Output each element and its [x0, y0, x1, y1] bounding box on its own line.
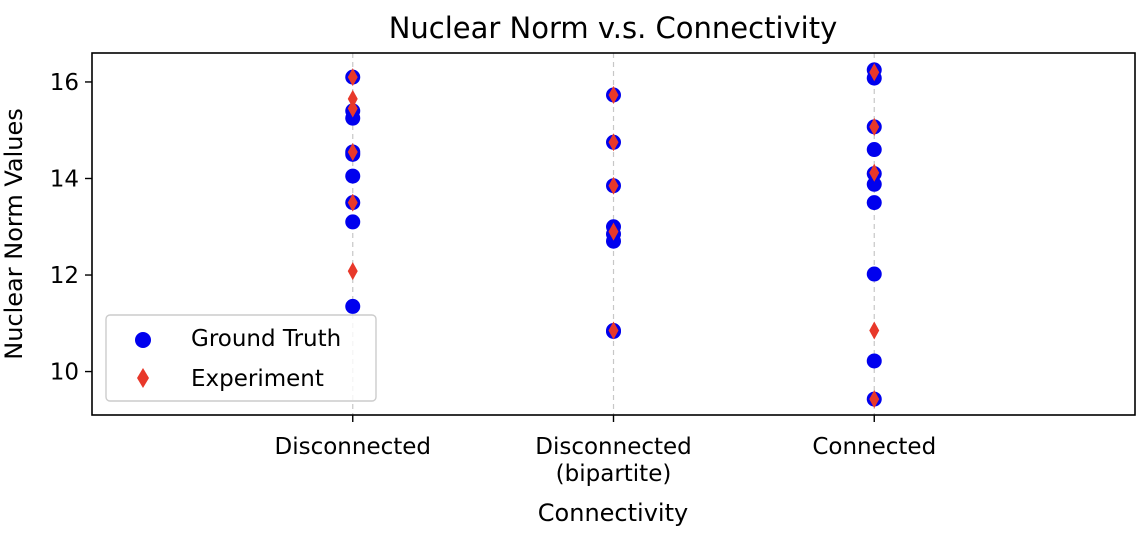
x-axis-label: Connectivity	[538, 499, 688, 527]
point-experiment	[608, 222, 619, 241]
point-ground-truth	[345, 110, 361, 126]
legend-label-experiment: Experiment	[191, 366, 324, 392]
x-tick-label: Disconnected	[535, 434, 692, 460]
point-experiment	[869, 390, 880, 409]
point-experiment	[347, 89, 358, 108]
point-experiment	[869, 163, 880, 182]
legend-label-ground-truth: Ground Truth	[191, 326, 341, 352]
point-experiment	[347, 262, 358, 281]
legend: Ground Truth Experiment	[105, 314, 377, 402]
point-ground-truth	[866, 176, 882, 192]
y-tick-label: 14	[50, 166, 79, 192]
axis-ticks: Disconnected Disconnected(bipartite)Conne…	[50, 70, 936, 487]
x-tick-label: Disconnected	[274, 434, 431, 460]
point-experiment	[347, 99, 358, 118]
legend-marker-experiment	[137, 368, 149, 388]
legend-marker-ground-truth	[135, 332, 151, 348]
point-ground-truth	[866, 142, 882, 158]
point-experiment	[347, 68, 358, 87]
data-points	[345, 62, 882, 409]
x-tick-label: Connected	[812, 434, 936, 460]
y-tick-label: 12	[50, 263, 79, 289]
point-ground-truth	[866, 353, 882, 369]
y-tick-label: 16	[50, 70, 79, 96]
point-ground-truth	[345, 214, 361, 230]
x-tick-label: (bipartite)	[556, 461, 672, 487]
point-experiment	[608, 133, 619, 152]
y-tick-label: 10	[50, 360, 79, 386]
legend-box	[105, 314, 377, 402]
point-ground-truth	[345, 168, 361, 184]
point-ground-truth	[345, 298, 361, 314]
point-experiment	[608, 321, 619, 340]
point-ground-truth	[866, 195, 882, 211]
point-experiment	[347, 142, 358, 161]
point-experiment	[347, 193, 358, 212]
point-experiment	[869, 117, 880, 136]
point-ground-truth	[866, 266, 882, 282]
y-axis-label: Nuclear Norm Values	[0, 108, 28, 360]
point-experiment	[869, 63, 880, 82]
point-experiment	[608, 176, 619, 195]
chart-title: Nuclear Norm v.s. Connectivity	[389, 11, 838, 45]
point-experiment	[608, 85, 619, 104]
point-experiment	[869, 321, 880, 340]
point-ground-truth	[606, 233, 621, 249]
